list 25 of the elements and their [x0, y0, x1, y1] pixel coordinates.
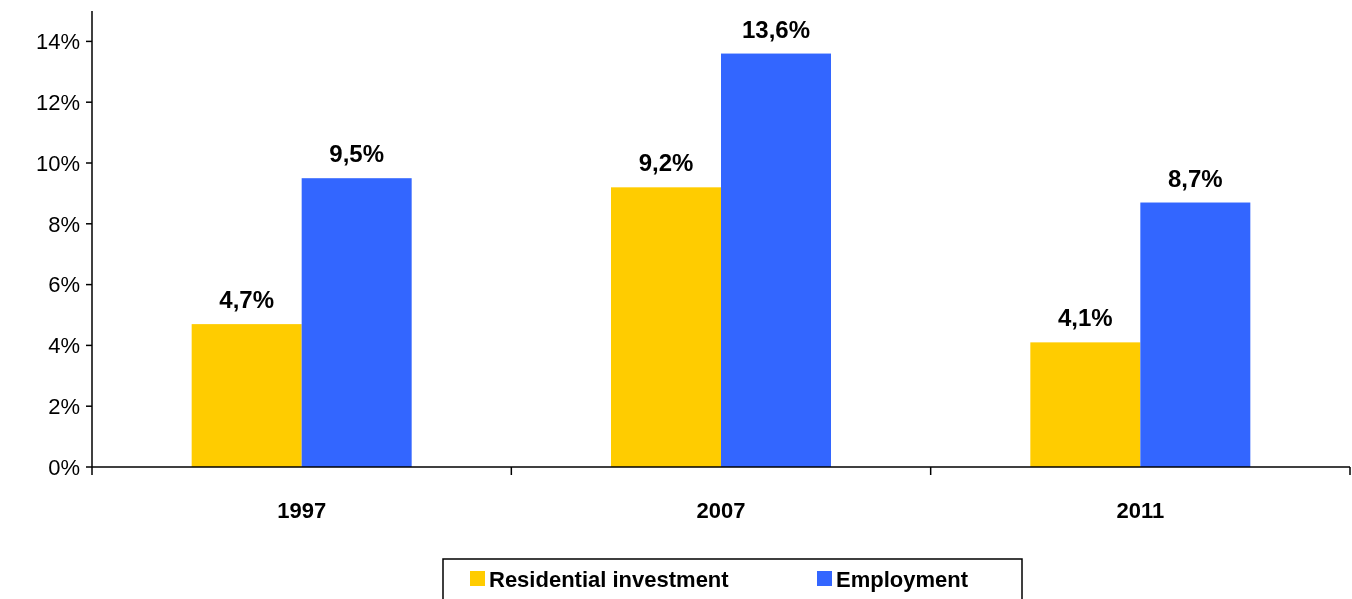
- data-label: 4,1%: [1057, 304, 1113, 332]
- bar: [191, 324, 302, 467]
- bar: [1030, 342, 1141, 467]
- bar: [611, 187, 721, 467]
- bar: [301, 178, 412, 467]
- y-tick-label: 2%: [48, 393, 80, 419]
- legend-label: Employment: [836, 567, 969, 592]
- data-label: 13,6%: [741, 15, 811, 43]
- y-tick-label: 8%: [48, 211, 80, 237]
- data-label: 9,5%: [329, 140, 385, 168]
- y-tick-label: 12%: [35, 89, 80, 115]
- y-tick-label: 14%: [35, 29, 80, 55]
- data-label: 8,7%: [1167, 164, 1223, 192]
- x-tick-label: 1997: [277, 498, 327, 523]
- y-tick-label: 10%: [35, 150, 80, 176]
- y-tick-label: 6%: [48, 272, 80, 298]
- bar: [721, 53, 831, 467]
- bar: [1140, 202, 1251, 467]
- y-tick-label: 0%: [48, 454, 80, 480]
- data-label: 9,2%: [638, 149, 694, 177]
- x-tick-label: 2011: [1116, 498, 1165, 523]
- data-label: 4,7%: [219, 286, 275, 314]
- x-tick-label: 2007: [696, 498, 746, 523]
- y-tick-label: 4%: [48, 333, 80, 359]
- legend-label: Residential investment: [489, 567, 730, 592]
